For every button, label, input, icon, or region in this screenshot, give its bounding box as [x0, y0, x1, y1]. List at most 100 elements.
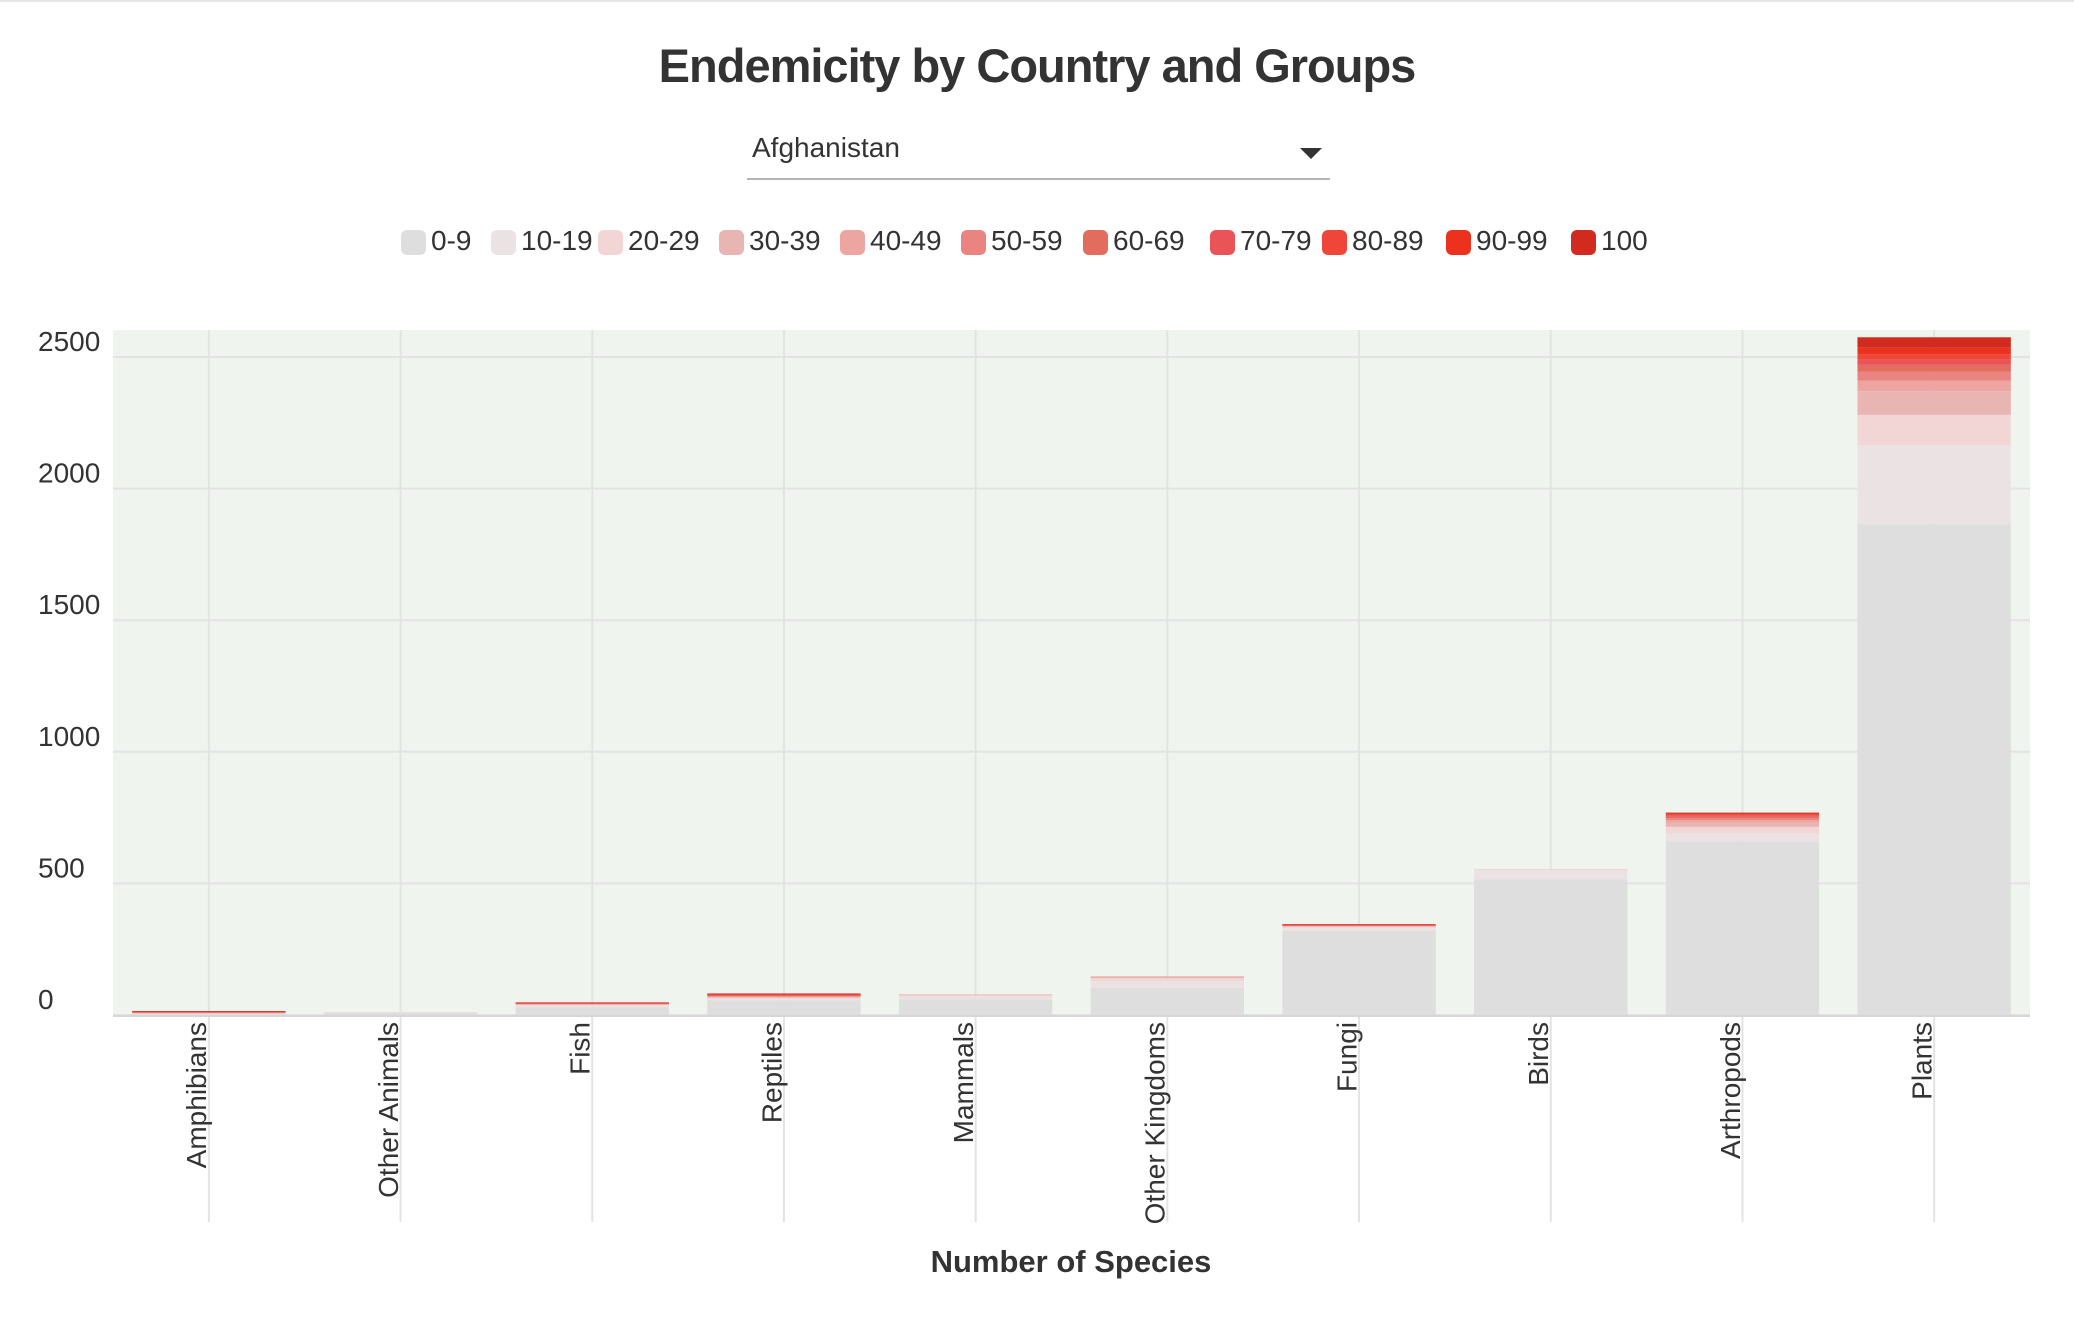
bar-segment[interactable] [1282, 925, 1436, 927]
bar-segment[interactable] [515, 1002, 669, 1004]
bar-segment[interactable] [1857, 414, 2011, 446]
bar-segment[interactable] [707, 997, 861, 998]
bar-segment[interactable] [1665, 822, 1820, 827]
bar-segment[interactable] [1474, 868, 1628, 871]
bar-segment[interactable] [132, 1011, 286, 1012]
bar-segment[interactable] [1282, 924, 1436, 925]
chevron-down-icon[interactable] [1300, 148, 1322, 159]
bar-segment[interactable] [1090, 981, 1245, 988]
bar-segment[interactable] [1857, 364, 2011, 372]
bar-segment[interactable] [1857, 445, 2011, 525]
bar-segment[interactable] [1282, 925, 1436, 926]
bar-segment[interactable] [1665, 841, 1820, 1015]
bar-segment[interactable] [515, 1003, 669, 1005]
legend-label: 60-69 [1113, 225, 1185, 256]
bar-segment[interactable] [1282, 928, 1436, 931]
bar-segment[interactable] [132, 1013, 286, 1014]
bar-segment[interactable] [132, 1012, 286, 1014]
bar-segment[interactable] [898, 994, 1053, 996]
bar-segment[interactable] [515, 1007, 669, 1015]
bar-segment[interactable] [1282, 926, 1436, 929]
bar-segment[interactable] [132, 1012, 286, 1013]
bar-segment[interactable] [515, 1004, 669, 1005]
bar-segment[interactable] [1282, 924, 1436, 925]
bar-segment[interactable] [707, 993, 861, 995]
bar-segment[interactable] [515, 1002, 669, 1003]
bar-segment[interactable] [132, 1013, 286, 1014]
legend-label: 80-89 [1352, 225, 1424, 256]
bar-segment[interactable] [515, 1004, 669, 1006]
bar-segment[interactable] [132, 1011, 286, 1012]
legend-swatch [401, 230, 426, 255]
bar-segment[interactable] [1090, 976, 1245, 978]
bar-segment[interactable] [515, 1003, 669, 1004]
bar-segment[interactable] [1090, 987, 1245, 1015]
bar-segment[interactable] [1665, 818, 1820, 821]
x-tick-label: Mammals [948, 1022, 979, 1143]
bar-segment[interactable] [1474, 879, 1628, 1015]
bar-segment[interactable] [1665, 815, 1820, 817]
bar-segment[interactable] [515, 1002, 669, 1004]
bar-segment[interactable] [1857, 391, 2011, 415]
bar-segment[interactable] [1857, 354, 2011, 360]
bar-segment[interactable] [1665, 833, 1820, 842]
bar-segment[interactable] [1857, 337, 2011, 348]
chart-title: Endemicity by Country and Groups [658, 39, 1417, 92]
top-border [0, 0, 2074, 2]
bar-segment[interactable] [1665, 816, 1820, 819]
country-select[interactable]: Afghanistan [747, 128, 1330, 180]
bar-segment[interactable] [132, 1011, 286, 1013]
bar-segment[interactable] [898, 996, 1053, 1000]
bar-segment[interactable] [1665, 812, 1820, 814]
bar-segment[interactable] [1282, 924, 1436, 926]
bar-segment[interactable] [132, 1011, 286, 1013]
bar-segment[interactable] [898, 994, 1053, 995]
bar-segment[interactable] [1857, 524, 2011, 1015]
bar-segment[interactable] [1665, 826, 1820, 834]
legend-label: 20-29 [628, 225, 700, 256]
y-tick-label: 500 [38, 852, 85, 883]
bar-segment[interactable] [707, 1000, 861, 1015]
bar-segment[interactable] [898, 999, 1053, 1015]
bar-segment[interactable] [1282, 930, 1436, 1015]
bar-segment[interactable] [707, 998, 861, 1001]
legend-label: 50-59 [991, 225, 1063, 256]
bar-segment[interactable] [707, 995, 861, 997]
x-tick-label: Reptiles [756, 1022, 787, 1123]
bar-segment[interactable] [1090, 977, 1245, 979]
bar-segment[interactable] [707, 997, 861, 999]
bar-segment[interactable] [1090, 976, 1245, 978]
bar-segment[interactable] [1665, 813, 1820, 815]
bar-segment[interactable] [1857, 347, 2011, 355]
x-tick-label: Other Animals [373, 1022, 404, 1198]
bar-segment[interactable] [323, 1012, 478, 1013]
bar-segment[interactable] [898, 995, 1053, 997]
legend-label: 10-19 [521, 225, 593, 256]
bar-segment[interactable] [132, 1013, 286, 1015]
bar-segment[interactable] [1665, 814, 1820, 816]
bar-segment[interactable] [1090, 978, 1245, 982]
bar-segment[interactable] [515, 1003, 669, 1005]
bar-segment[interactable] [1857, 359, 2011, 365]
bar-segment[interactable] [707, 996, 861, 997]
bar-segment[interactable] [707, 994, 861, 995]
legend-swatch [1210, 230, 1235, 255]
bar-segment[interactable] [707, 994, 861, 996]
bar-segment[interactable] [707, 996, 861, 998]
bar-segment[interactable] [1857, 380, 2011, 392]
bar-segment[interactable] [132, 1012, 286, 1014]
bar-segment[interactable] [707, 993, 861, 994]
bar-segment[interactable] [1474, 870, 1628, 880]
bar-segment[interactable] [1857, 371, 2011, 381]
bar-segment[interactable] [1665, 820, 1820, 823]
legend-swatch [1446, 230, 1471, 255]
bar-segment[interactable] [132, 1012, 286, 1013]
bar-segment[interactable] [323, 1012, 478, 1015]
bar-segment[interactable] [515, 1005, 669, 1008]
bar-segment[interactable] [1282, 924, 1436, 926]
bar-segment[interactable] [1282, 926, 1436, 927]
bar-segment[interactable] [1282, 925, 1436, 927]
legend-label: 40-49 [870, 225, 942, 256]
bar-segment[interactable] [515, 1003, 669, 1004]
bar-segment[interactable] [323, 1012, 478, 1013]
